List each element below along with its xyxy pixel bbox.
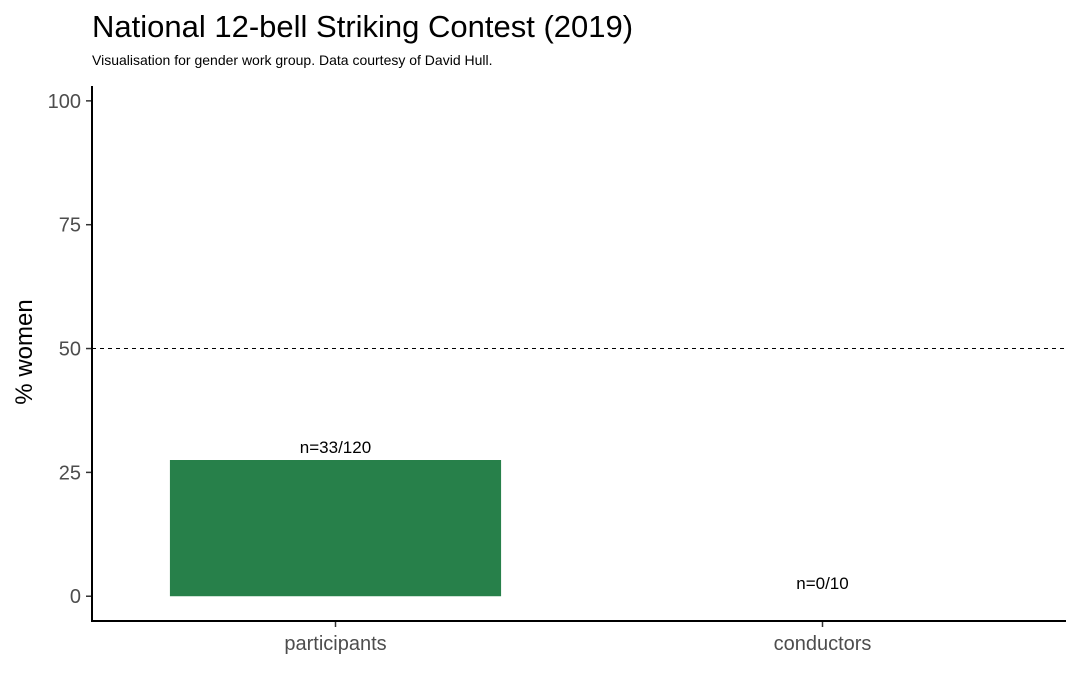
y-tick-label: 0 xyxy=(70,586,81,608)
bar-participants xyxy=(169,460,502,597)
y-axis-title: % women xyxy=(11,299,38,404)
y-tick-label: 75 xyxy=(59,215,81,237)
x-tick-label-conductors: conductors xyxy=(774,633,872,655)
chart-title: National 12-bell Striking Contest (2019) xyxy=(92,9,633,44)
chart-subtitle: Visualisation for gender work group. Dat… xyxy=(92,52,493,68)
x-tick-label-participants: participants xyxy=(284,633,386,655)
plot-area: 0 25 50 75 100 n=33/120 participants n=0/10 cond… xyxy=(48,91,1066,655)
y-tick-label: 50 xyxy=(59,339,81,361)
bar-label-participants: n=33/120 xyxy=(300,438,371,457)
bar-label-conductors: n=0/10 xyxy=(796,574,848,593)
y-tick-label: 100 xyxy=(48,91,81,113)
y-tick-label: 25 xyxy=(59,462,81,484)
